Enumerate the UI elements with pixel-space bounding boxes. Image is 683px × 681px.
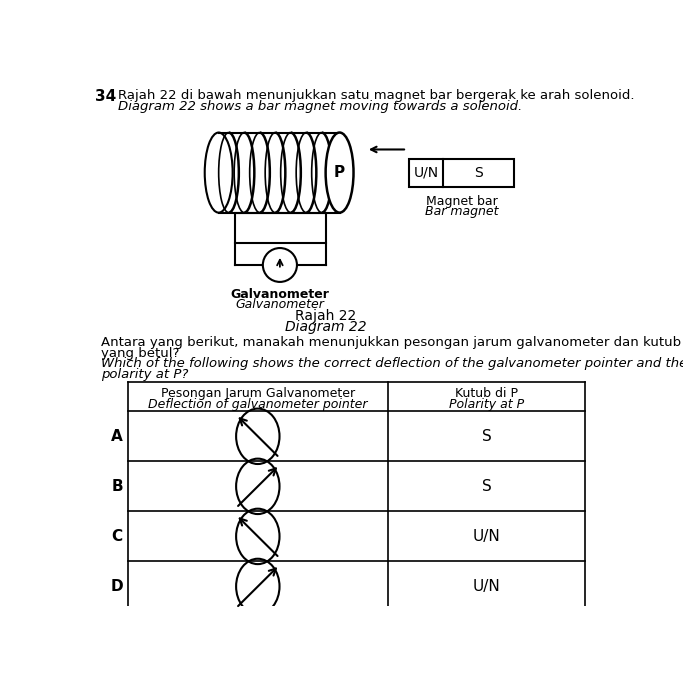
Circle shape bbox=[263, 248, 297, 282]
Text: Diagram 22 shows a bar magnet moving towards a solenoid.: Diagram 22 shows a bar magnet moving tow… bbox=[118, 100, 522, 113]
Text: A: A bbox=[111, 429, 123, 444]
Text: U/N: U/N bbox=[413, 166, 438, 180]
Text: Pesongan Jarum Galvanometer: Pesongan Jarum Galvanometer bbox=[161, 387, 355, 400]
Text: U/N: U/N bbox=[473, 529, 501, 544]
Bar bbox=[409, 159, 514, 187]
Text: Rajah 22 di bawah menunjukkan satu magnet bar bergerak ke arah solenoid.: Rajah 22 di bawah menunjukkan satu magne… bbox=[118, 89, 635, 102]
Text: Antara yang berikut, manakah menunjukkan pesongan jarum galvanometer dan kutub d: Antara yang berikut, manakah menunjukkan… bbox=[101, 336, 683, 349]
Text: Galvanometer: Galvanometer bbox=[230, 288, 329, 301]
Text: Polarity at P: Polarity at P bbox=[449, 398, 524, 411]
Text: S: S bbox=[482, 429, 491, 444]
Text: Which of the following shows the correct deflection of the galvanometer pointer : Which of the following shows the correct… bbox=[101, 358, 683, 370]
Text: Kutub di P: Kutub di P bbox=[455, 387, 518, 400]
Text: U/N: U/N bbox=[473, 579, 501, 594]
Text: D: D bbox=[111, 579, 124, 594]
Text: 34: 34 bbox=[95, 89, 116, 104]
Text: S: S bbox=[474, 166, 483, 180]
Text: Rajah 22: Rajah 22 bbox=[295, 309, 357, 323]
Text: Diagram 22: Diagram 22 bbox=[285, 319, 367, 334]
Bar bbox=[235, 212, 326, 243]
Text: Bar magnet: Bar magnet bbox=[425, 205, 499, 218]
Text: C: C bbox=[111, 529, 123, 544]
Ellipse shape bbox=[326, 133, 354, 212]
Text: yang betul?: yang betul? bbox=[101, 347, 179, 360]
Text: P: P bbox=[334, 165, 345, 180]
Text: B: B bbox=[111, 479, 123, 494]
Text: S: S bbox=[482, 479, 491, 494]
Text: Deflection of galvanometer pointer: Deflection of galvanometer pointer bbox=[148, 398, 367, 411]
Text: polarity at P?: polarity at P? bbox=[101, 368, 189, 381]
Text: Galvanometer: Galvanometer bbox=[236, 298, 324, 311]
Text: Magnet bar: Magnet bar bbox=[426, 195, 497, 208]
